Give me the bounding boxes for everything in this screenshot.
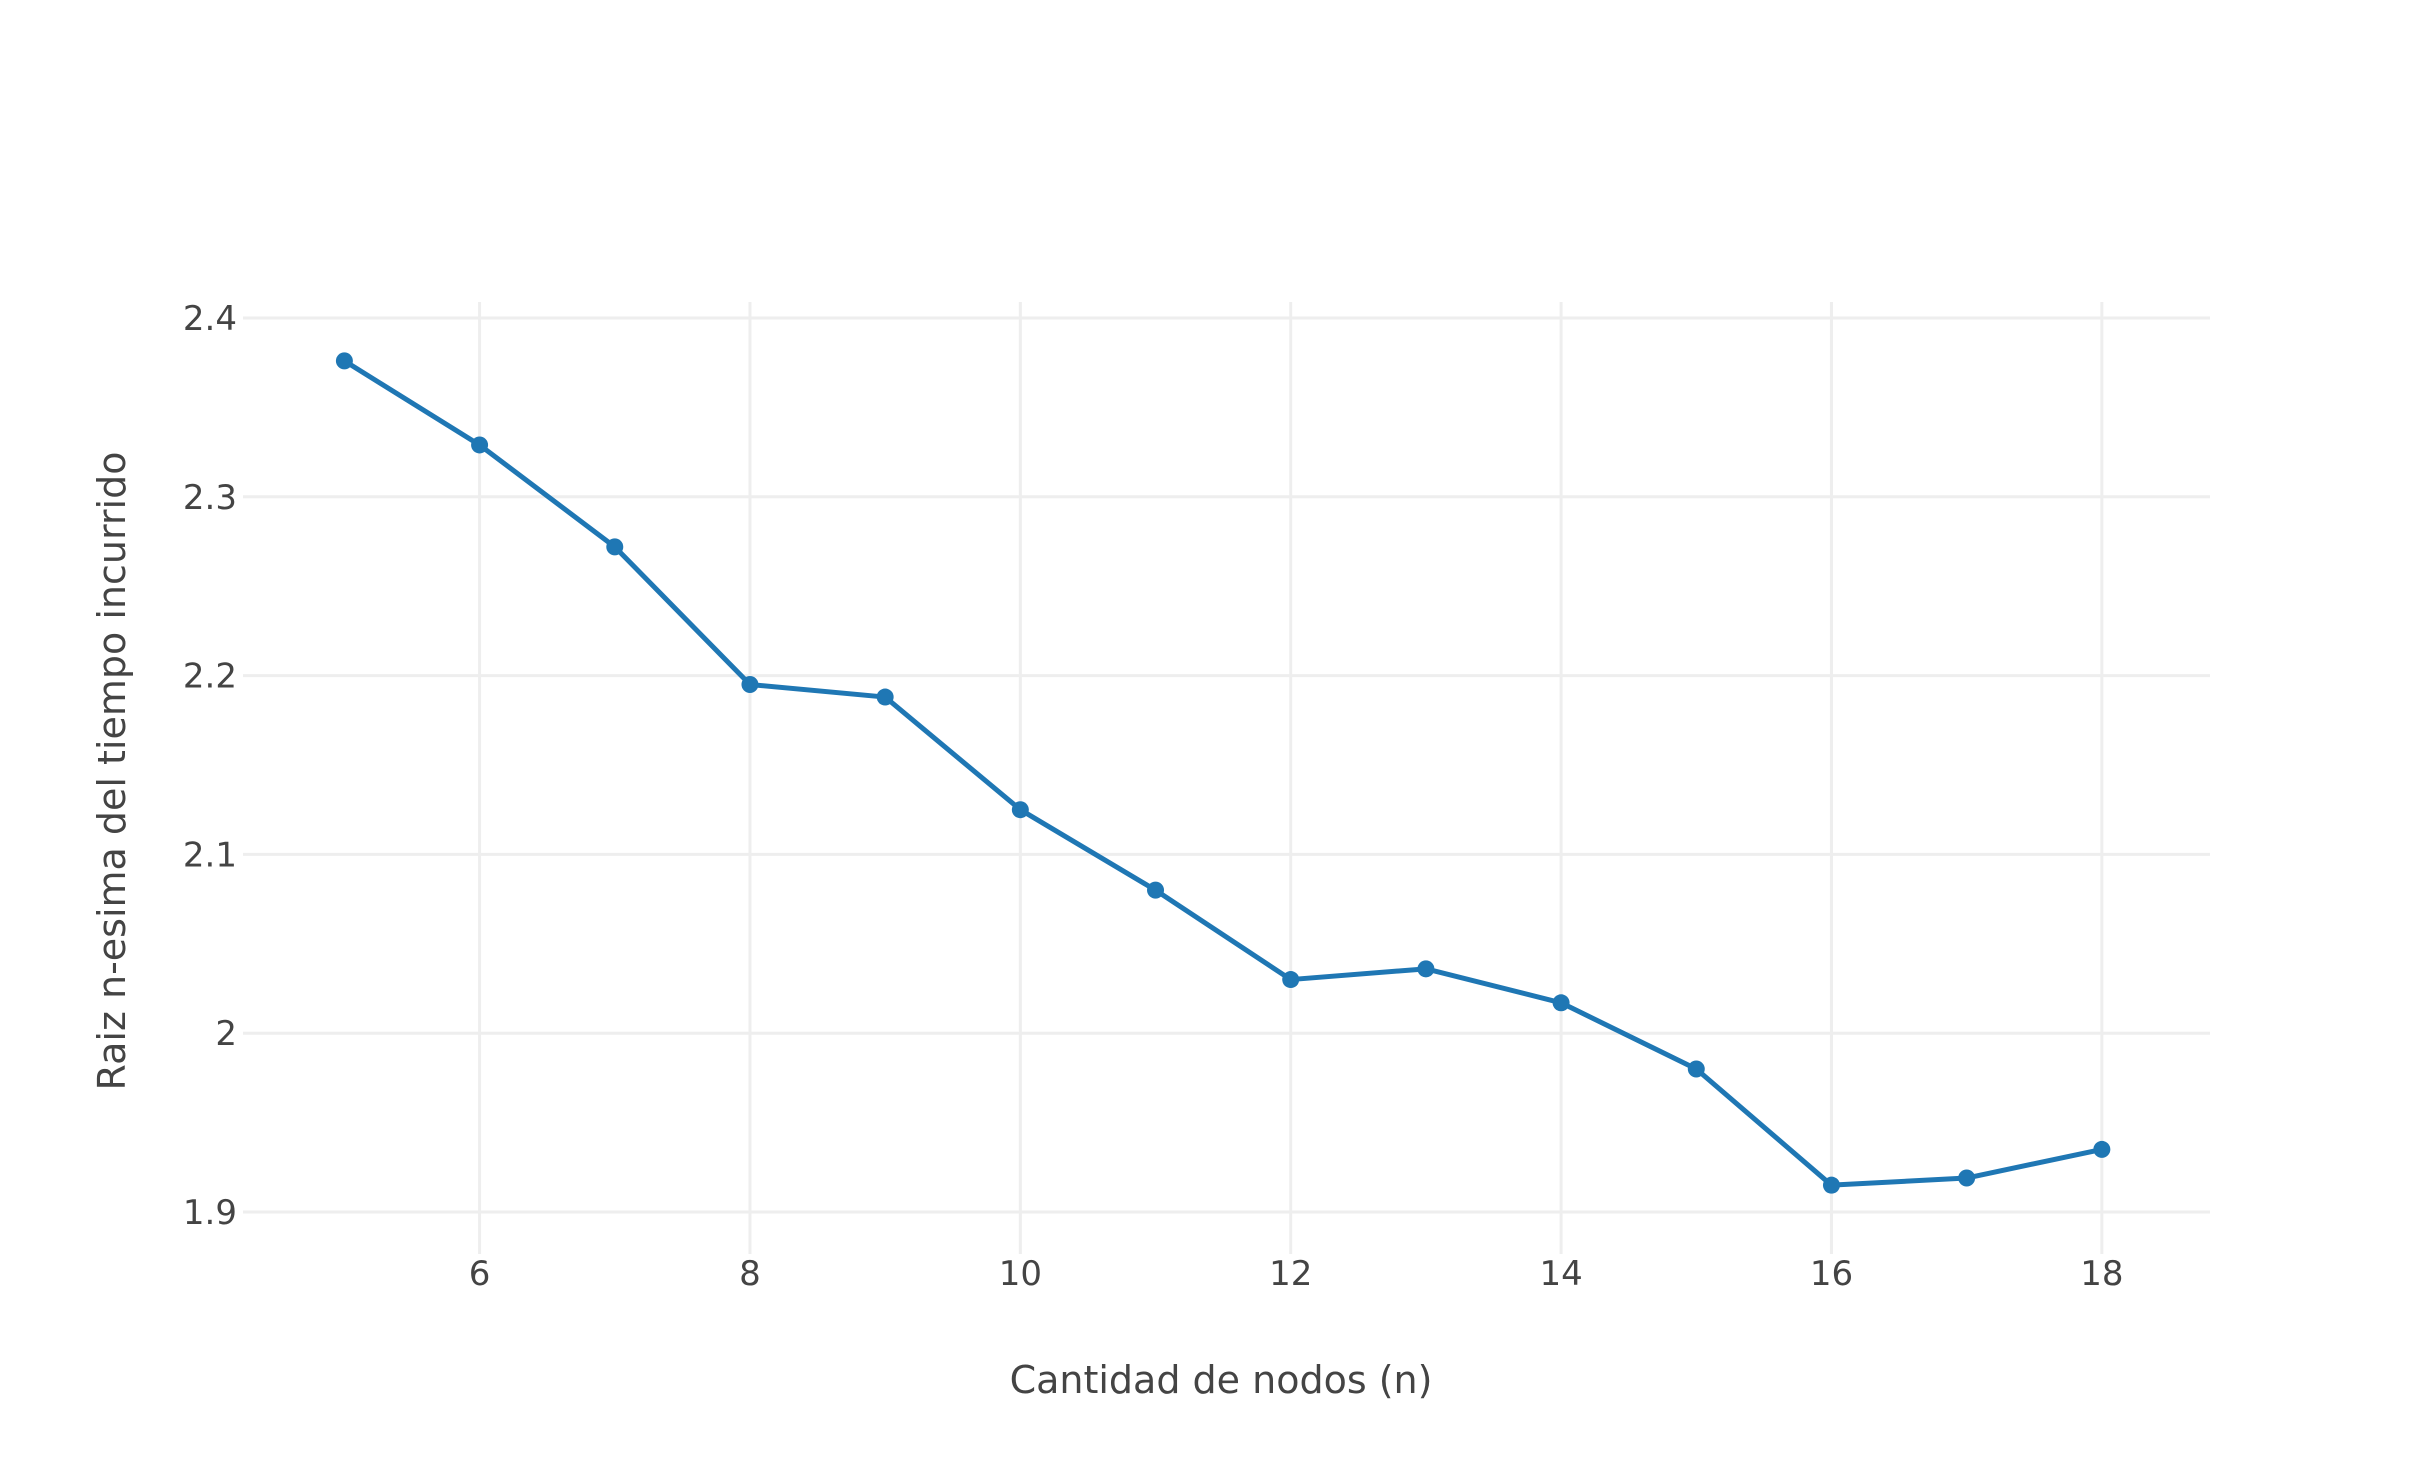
data-point <box>1282 971 1300 989</box>
data-point <box>606 538 624 556</box>
data-point <box>876 688 894 706</box>
y-axis-title: Raiz n-esima del tiempo incurrido <box>90 452 134 1091</box>
data-point <box>1822 1176 1840 1194</box>
data-point <box>1011 801 1029 819</box>
x-tick-label: 6 <box>469 1254 491 1294</box>
x-gridlines <box>478 302 2104 1254</box>
x-tick-label: 12 <box>1269 1254 1312 1294</box>
y-tick-label: 2.2 <box>183 657 237 697</box>
data-point <box>741 676 759 694</box>
data-point <box>2093 1140 2111 1158</box>
x-tick-label: 18 <box>2080 1254 2123 1294</box>
x-tick-label: 14 <box>1539 1254 1582 1294</box>
y-tick-label: 2 <box>215 1014 237 1054</box>
series-line <box>341 358 2105 1188</box>
data-point <box>471 436 489 454</box>
y-tick-label: 2.4 <box>183 299 237 339</box>
data-point <box>1147 881 1165 899</box>
data-point <box>1417 960 1435 978</box>
x-tick-label: 8 <box>739 1254 761 1294</box>
y-tick-label: 2.3 <box>183 478 237 518</box>
x-tick-labels: 6 8 10 12 14 16 18 <box>469 1254 2124 1294</box>
y-tick-label: 1.9 <box>183 1193 237 1233</box>
y-tick-label: 2.1 <box>183 835 237 875</box>
x-tick-label: 16 <box>1810 1254 1853 1294</box>
x-tick-label: 10 <box>999 1254 1042 1294</box>
data-point <box>1687 1060 1705 1078</box>
x-axis-title: Cantidad de nodos (n) <box>1010 1358 1433 1402</box>
data-point <box>1552 994 1570 1012</box>
series-layer <box>335 352 2111 1194</box>
data-point <box>1958 1169 1976 1187</box>
y-tick-labels: 1.9 2 2.1 2.2 2.3 2.4 <box>183 299 237 1233</box>
y-gridlines <box>243 316 2210 1214</box>
data-point <box>335 352 353 370</box>
